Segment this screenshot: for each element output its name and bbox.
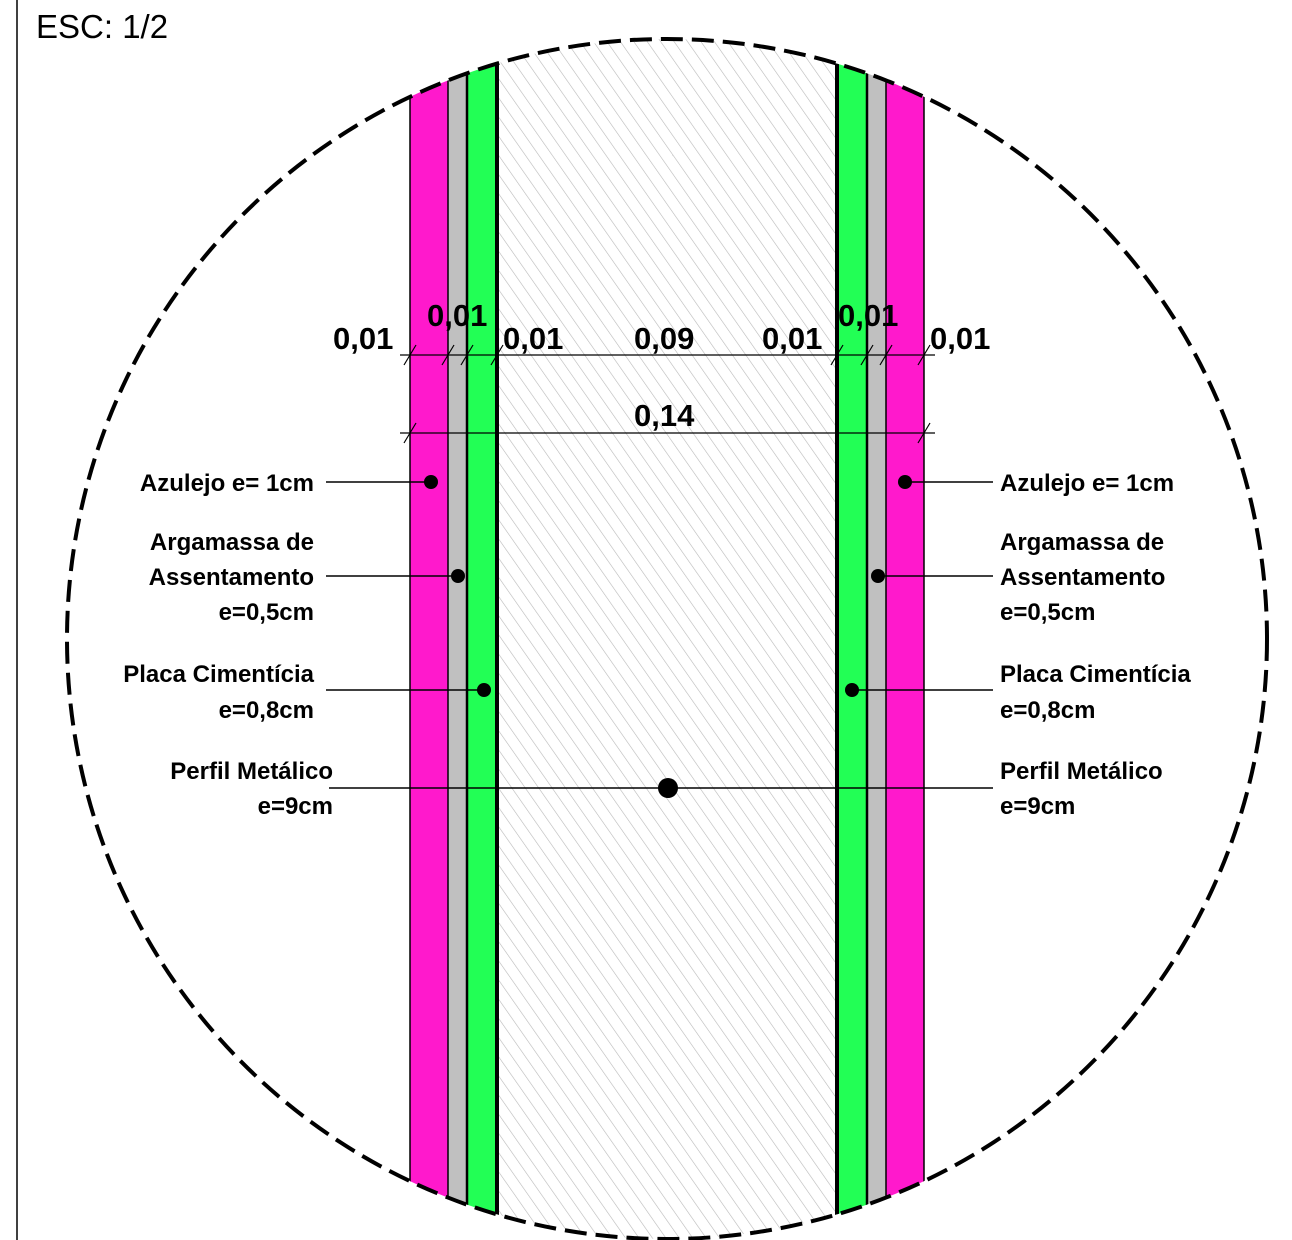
right-tile-layer [886,39,924,1239]
left-mortar-layer [448,39,467,1239]
left-labels: Azulejo e= 1cm Argamassa de Assentamento… [123,470,333,820]
right-board-marker [845,683,859,697]
dim-total: 0,14 [634,398,695,433]
left-tile-label: Azulejo e= 1cm [140,470,314,497]
dimension-labels: 0,01 0,01 0,01 0,09 0,01 0,01 0,01 0,14 [333,298,990,433]
scale-label: ESC: 1/2 [36,8,168,45]
detail-circle [65,37,1269,1240]
right-tile-marker [898,475,912,489]
left-board-label-2: e=0,8cm [219,697,314,724]
left-board-label-1: Placa Cimentícia [123,661,314,688]
right-mortar-layer [867,39,886,1239]
left-profile-label-2: e=9cm [258,793,333,820]
dim-steel-profile: 0,09 [634,321,694,356]
left-mortar-marker [451,569,465,583]
right-mortar-label-2: Assentamento [1000,564,1165,591]
dim-left-board: 0,01 [503,321,563,356]
left-tile-marker [424,475,438,489]
dim-right-board: 0,01 [762,321,822,356]
dimension-ticks [403,344,931,444]
right-board-label-1: Placa Cimentícia [1000,661,1191,688]
leader-dots [424,475,912,798]
right-mortar-marker [871,569,885,583]
right-profile-label-1: Perfil Metálico [1000,758,1163,785]
steel-profile-hatch [497,39,837,1239]
left-profile-label-1: Perfil Metálico [170,758,333,785]
dimension-lines [400,344,935,444]
dim-left-tile: 0,01 [333,321,393,356]
dim-left-mortar: 0,01 [427,298,487,333]
left-mortar-label-3: e=0,5cm [219,599,314,626]
profile-marker [658,778,678,798]
leader-lines [326,481,993,789]
right-tile-label: Azulejo e= 1cm [1000,470,1174,497]
layer-boundaries [409,39,925,1239]
left-mortar-label-1: Argamassa de [150,529,314,556]
wall-layers [409,39,925,1239]
left-cement-board-layer [467,39,497,1239]
right-cement-board-layer [837,39,867,1239]
left-tile-layer [410,39,448,1239]
right-board-label-2: e=0,8cm [1000,697,1095,724]
left-board-marker [477,683,491,697]
left-mortar-label-2: Assentamento [149,564,314,591]
right-mortar-label-3: e=0,5cm [1000,599,1095,626]
dim-right-mortar: 0,01 [838,298,898,333]
right-profile-label-2: e=9cm [1000,793,1075,820]
dim-right-tile: 0,01 [930,321,990,356]
right-mortar-label-1: Argamassa de [1000,529,1164,556]
right-labels: Azulejo e= 1cm Argamassa de Assentamento… [1000,470,1191,820]
